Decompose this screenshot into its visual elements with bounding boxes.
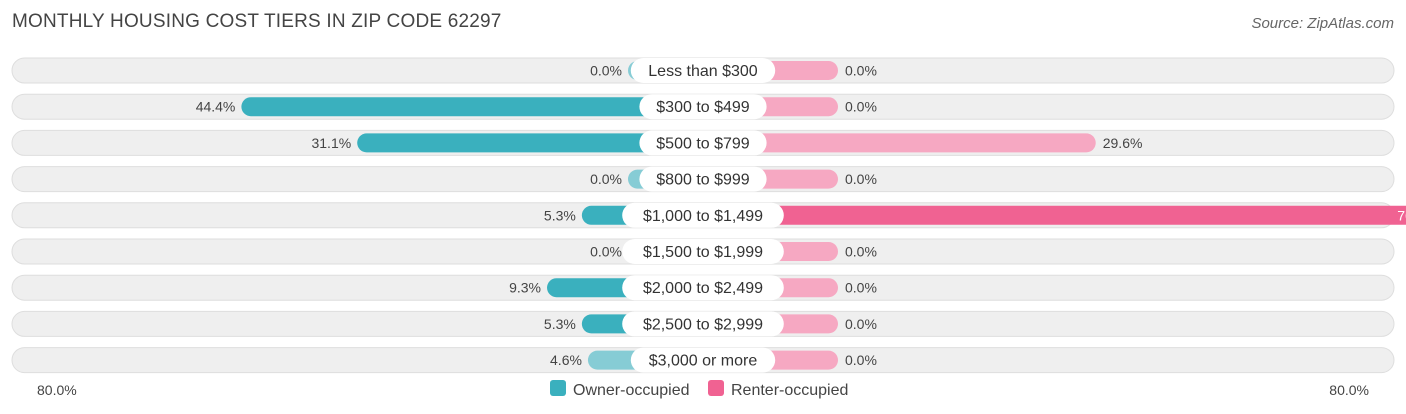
chart-row: 4.6% 0.0% $3,000 or more — [11, 347, 1395, 374]
chart-row: 44.4% 0.0% $300 to $499 — [11, 93, 1395, 120]
category-label: $2,500 to $2,999 — [643, 316, 763, 333]
category-label: $300 to $499 — [656, 99, 750, 116]
renter-value-label: 0.0% — [845, 352, 877, 368]
category-pill — [639, 130, 767, 156]
category-label: $500 to $799 — [656, 135, 750, 152]
category-pill — [622, 275, 784, 301]
chart-row: 31.1% 29.6% $500 to $799 — [11, 129, 1395, 156]
owner-bar — [241, 97, 704, 117]
owner-value-label: 5.3% — [544, 316, 576, 332]
category-label: $3,000 or more — [649, 353, 758, 370]
renter-value-label: 0.0% — [845, 316, 877, 332]
category-pill — [630, 58, 776, 83]
owner-value-label: 0.0% — [590, 171, 622, 187]
category-label: $1,000 to $1,499 — [643, 208, 763, 225]
legend-swatch-renter — [708, 380, 724, 396]
owner-value-label: 5.3% — [544, 207, 576, 223]
chart-row: 5.3% 70.4% $1,000 to $1,499 — [11, 202, 1406, 229]
renter-value-label: 0.0% — [845, 280, 877, 296]
category-pill — [622, 311, 784, 337]
owner-value-label: 44.4% — [196, 99, 236, 115]
legend-label-owner: Owner-occupied — [573, 382, 690, 399]
category-label: Less than $300 — [648, 63, 758, 80]
renter-value-label: 0.0% — [845, 63, 877, 79]
chart-title: MONTHLY HOUSING COST TIERS IN ZIP CODE 6… — [12, 11, 502, 32]
renter-value-label: 0.0% — [845, 171, 877, 187]
renter-bar — [703, 205, 1406, 225]
owner-value-label: 0.0% — [590, 63, 622, 79]
chart-row: 0.0% 0.0% $800 to $999 — [11, 166, 1395, 193]
category-label: $800 to $999 — [656, 172, 750, 189]
axis-label-left: 80.0% — [37, 382, 77, 398]
owner-value-label: 0.0% — [590, 244, 622, 260]
category-pill — [630, 347, 776, 373]
chart-row: 0.0% 0.0% Less than $300 — [11, 57, 1395, 84]
owner-value-label: 4.6% — [550, 352, 582, 368]
renter-value-label: 0.0% — [845, 99, 877, 115]
renter-value-label: 0.0% — [845, 244, 877, 260]
legend-label-renter: Renter-occupied — [731, 382, 848, 399]
chart-row: 0.0% 0.0% $1,500 to $1,999 — [11, 238, 1395, 265]
legend-swatch-owner — [550, 380, 566, 396]
category-pill — [622, 202, 784, 228]
owner-value-label: 9.3% — [509, 280, 541, 296]
chart-row: 5.3% 0.0% $2,500 to $2,999 — [11, 310, 1395, 337]
category-pill — [639, 94, 767, 120]
owner-bar — [357, 133, 703, 153]
category-label: $1,500 to $1,999 — [643, 244, 763, 261]
axis-label-right: 80.0% — [1329, 382, 1369, 398]
category-pill — [622, 239, 784, 264]
renter-value-label: 29.6% — [1103, 135, 1143, 151]
legend-item-owner: Owner-occupied — [550, 380, 690, 399]
legend-item-renter: Renter-occupied — [708, 380, 848, 399]
category-label: $2,000 to $2,499 — [643, 280, 763, 297]
chart-source: Source: ZipAtlas.com — [1251, 15, 1394, 32]
renter-value-label: 70.4% — [1397, 207, 1406, 223]
renter-bar — [703, 133, 1096, 153]
category-pill — [639, 166, 767, 192]
owner-value-label: 31.1% — [311, 135, 351, 151]
chart-row: 9.3% 0.0% $2,000 to $2,499 — [11, 274, 1395, 301]
